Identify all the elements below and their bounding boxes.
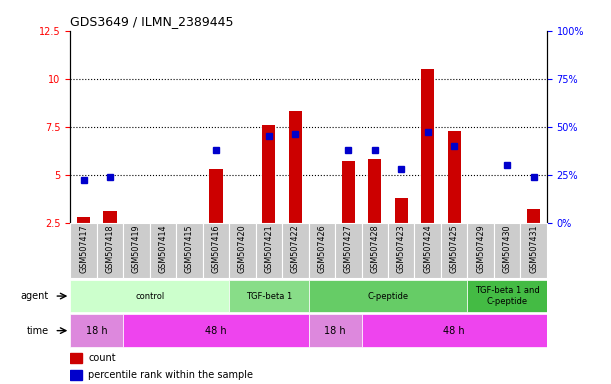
FancyBboxPatch shape [362,314,547,347]
FancyBboxPatch shape [150,223,176,278]
Text: GDS3649 / ILMN_2389445: GDS3649 / ILMN_2389445 [70,15,234,28]
FancyBboxPatch shape [521,223,547,278]
FancyBboxPatch shape [309,280,467,312]
FancyBboxPatch shape [388,223,414,278]
Text: 48 h: 48 h [444,326,465,336]
FancyBboxPatch shape [362,223,388,278]
Text: percentile rank within the sample: percentile rank within the sample [89,370,254,380]
FancyBboxPatch shape [441,223,467,278]
Text: GSM507429: GSM507429 [476,224,485,273]
FancyBboxPatch shape [467,280,547,312]
Bar [421,69,434,223]
FancyBboxPatch shape [467,223,494,278]
Text: TGF-beta 1 and
C-peptide: TGF-beta 1 and C-peptide [475,286,540,306]
Text: agent: agent [21,291,49,301]
Bar [447,131,461,223]
FancyBboxPatch shape [282,223,309,278]
Text: GSM507423: GSM507423 [397,224,406,273]
Text: GSM507421: GSM507421 [265,224,273,273]
FancyBboxPatch shape [123,223,150,278]
Text: GSM507427: GSM507427 [344,224,353,273]
FancyBboxPatch shape [494,223,521,278]
Bar [527,209,540,223]
Bar [368,159,381,223]
FancyBboxPatch shape [70,280,229,312]
Text: GSM507424: GSM507424 [423,224,432,273]
FancyBboxPatch shape [335,223,362,278]
Text: GSM507428: GSM507428 [370,224,379,273]
Text: GSM507426: GSM507426 [317,224,326,273]
FancyBboxPatch shape [70,223,97,278]
Text: control: control [135,291,164,301]
Text: GSM507415: GSM507415 [185,224,194,273]
Text: GSM507430: GSM507430 [503,224,511,273]
Bar [262,125,276,223]
Text: GSM507418: GSM507418 [106,224,114,273]
Text: GSM507419: GSM507419 [132,224,141,273]
Bar [70,370,82,380]
FancyBboxPatch shape [229,280,309,312]
Text: 48 h: 48 h [205,326,227,336]
FancyBboxPatch shape [97,223,123,278]
FancyBboxPatch shape [176,223,203,278]
Text: 18 h: 18 h [324,326,346,336]
FancyBboxPatch shape [229,223,255,278]
Text: GSM507420: GSM507420 [238,224,247,273]
FancyBboxPatch shape [414,223,441,278]
Text: GSM507416: GSM507416 [211,224,221,273]
Bar [289,111,302,223]
Text: time: time [27,326,49,336]
FancyBboxPatch shape [123,314,309,347]
Text: GSM507422: GSM507422 [291,224,300,273]
FancyBboxPatch shape [309,314,362,347]
Bar [77,217,90,223]
Text: GSM507417: GSM507417 [79,224,88,273]
FancyBboxPatch shape [203,223,229,278]
FancyBboxPatch shape [70,314,123,347]
Bar [103,211,117,223]
Text: TGF-beta 1: TGF-beta 1 [246,291,292,301]
Bar [70,353,82,362]
Text: C-peptide: C-peptide [367,291,409,301]
Text: 18 h: 18 h [86,326,108,336]
Text: GSM507425: GSM507425 [450,224,459,273]
Text: count: count [89,353,116,363]
Bar [209,169,222,223]
FancyBboxPatch shape [309,223,335,278]
Bar [395,198,408,223]
Bar [342,161,355,223]
Text: GSM507414: GSM507414 [158,224,167,273]
FancyBboxPatch shape [255,223,282,278]
Text: GSM507431: GSM507431 [529,224,538,273]
